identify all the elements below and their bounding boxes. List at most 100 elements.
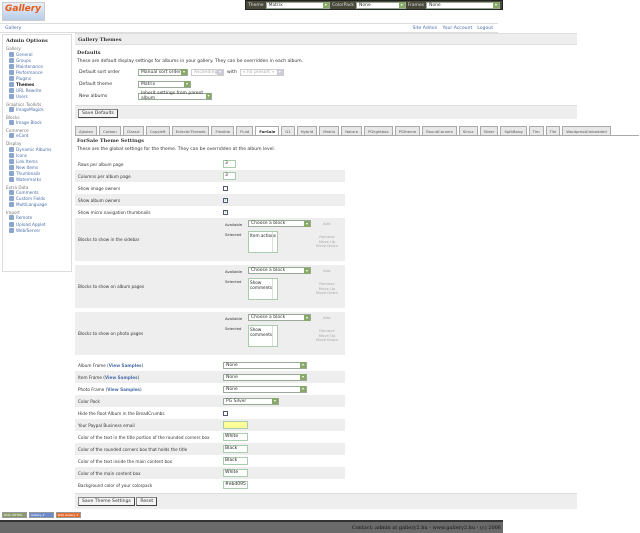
view-samples-link[interactable]: View Samples xyxy=(108,362,142,368)
content-box-color-input[interactable]: White xyxy=(223,469,248,477)
tab-g1[interactable]: G1 xyxy=(281,126,295,135)
move-down-button[interactable]: Move Down xyxy=(315,290,339,295)
scrollbar[interactable] xyxy=(272,279,277,299)
paypal-input[interactable] xyxy=(223,421,248,429)
tab-eclecticthreads[interactable]: EclecticThreads xyxy=(171,126,210,135)
choose-block-select[interactable]: Choose a block ▾ xyxy=(248,267,311,274)
image-owners-checkbox[interactable] xyxy=(223,185,228,191)
choose-block-select[interactable]: Choose a block ▾ xyxy=(248,220,311,227)
item-frame-select[interactable]: None ▾ xyxy=(223,373,307,381)
sidebar-item-icons[interactable]: Icons xyxy=(6,152,68,158)
album-frame-select[interactable]: None ▾ xyxy=(223,361,307,369)
move-down-button[interactable]: Move Down xyxy=(315,243,339,248)
theme-select[interactable]: Matrix ▾ xyxy=(265,1,330,9)
add-button[interactable]: Add xyxy=(323,268,331,273)
logout-link[interactable]: Logout xyxy=(477,25,493,31)
save-theme-settings-button[interactable]: Save Theme Settings xyxy=(78,497,135,506)
sidebar-item-link-items[interactable]: Link Items xyxy=(6,158,68,164)
tab-siriux[interactable]: Siriux xyxy=(458,126,478,135)
title-box-color-input[interactable]: Black xyxy=(223,445,248,453)
sidebar-item-users[interactable]: Users xyxy=(6,94,68,100)
sidebar-item-web-server[interactable]: Web/Server xyxy=(6,227,68,233)
sidebar-item-themes[interactable]: Themes xyxy=(6,81,68,88)
choose-block-select[interactable]: Choose a block ▾ xyxy=(248,314,311,321)
sidebar-item-imagemagick[interactable]: ImageMagick xyxy=(6,107,68,113)
tab-flexible[interactable]: Flexible xyxy=(211,126,235,135)
view-samples-link[interactable]: View Samples xyxy=(104,374,138,380)
sidebar-item-maintenance[interactable]: Maintenance xyxy=(6,63,68,69)
xhtml-badge[interactable]: W3C XHTML 1.0 xyxy=(2,512,27,521)
tab-copyleft[interactable]: Copyleft xyxy=(145,126,170,135)
tab-fluid[interactable]: Fluid xyxy=(236,126,254,135)
sort-direction-select[interactable]: Ascending ▾ xyxy=(191,68,224,76)
sidebar-item-general[interactable]: General xyxy=(6,51,68,57)
tab-hybrid[interactable]: Hybrid xyxy=(296,126,318,135)
selected-blocks-list[interactable]: Item actions xyxy=(248,231,278,253)
tab-forsale[interactable]: ForSale xyxy=(255,126,280,135)
sidebar-item-ecard[interactable]: eCard xyxy=(6,133,68,139)
sidebar-item-groups[interactable]: Groups xyxy=(6,57,68,63)
tab-splitbang[interactable]: SplitBang xyxy=(500,126,527,135)
title-text-color-input[interactable]: White xyxy=(223,433,248,441)
your-account-link[interactable]: Your Account xyxy=(442,25,473,31)
micro-nav-checkbox[interactable]: ✓ xyxy=(223,209,228,215)
hide-root-checkbox[interactable] xyxy=(223,410,228,416)
selected-blocks-list[interactable]: Show comments xyxy=(248,278,278,300)
colorpack-bg-input[interactable]: #ebd095 xyxy=(223,481,248,489)
tab-pglightbox[interactable]: PGlightbox xyxy=(364,126,393,135)
rss-badge[interactable]: RSS Gallery 2 xyxy=(56,512,81,518)
reset-button[interactable]: Reset xyxy=(136,497,158,506)
tab-pgtheme[interactable]: PGtheme xyxy=(394,126,421,135)
view-samples-link[interactable]: View Samples xyxy=(107,386,141,392)
remove-button[interactable]: Remove xyxy=(319,234,335,239)
rows-input[interactable]: 3 xyxy=(223,160,236,168)
remove-button[interactable]: Remove xyxy=(319,328,335,333)
sidebar-item-watermarks[interactable]: Watermarks xyxy=(6,177,68,183)
selected-blocks-list[interactable]: Show comments xyxy=(248,325,278,347)
sidebar-item-new-items[interactable]: New Items xyxy=(6,164,68,170)
tab-ajaxian[interactable]: Ajaxian xyxy=(75,126,98,135)
add-button[interactable]: Add xyxy=(323,315,331,320)
color-pack-select[interactable]: PG Silver ▾ xyxy=(223,397,279,405)
add-button[interactable]: Add xyxy=(323,221,331,226)
tab-carbon[interactable]: Carbon xyxy=(99,126,121,135)
sidebar-item-remote[interactable]: Remote xyxy=(6,215,68,221)
sidebar-item-thumbnails[interactable]: Thumbnails xyxy=(6,170,68,176)
move-up-button[interactable]: Move Up xyxy=(318,238,336,244)
content-text-color-input[interactable]: Black xyxy=(223,457,248,465)
sidebar-item-image-block[interactable]: Image Block xyxy=(6,120,68,126)
breadcrumb-gallery[interactable]: Gallery xyxy=(5,25,22,31)
tab-tile[interactable]: Tile xyxy=(545,126,561,135)
columns-input[interactable]: 3 xyxy=(223,172,236,180)
sidebar-item-performance[interactable]: Performance xyxy=(6,69,68,75)
photo-frame-select[interactable]: None ▾ xyxy=(223,385,307,393)
move-down-button[interactable]: Move Down xyxy=(315,337,339,342)
remove-button[interactable]: Remove xyxy=(319,281,335,286)
sidebar-item-dynamic-albums[interactable]: Dynamic Albums xyxy=(6,146,68,152)
tab-classic[interactable]: Classic xyxy=(122,126,144,135)
new-albums-select[interactable]: Inherit settings from parent album ▾ xyxy=(138,91,212,101)
sidebar-item-comments[interactable]: Comments xyxy=(6,190,68,196)
sort-order-select[interactable]: Manual sort order ▾ xyxy=(138,68,188,76)
default-theme-select[interactable]: Matrix ▾ xyxy=(138,80,191,88)
sidebar-item-url-rewrite[interactable]: URL Rewrite xyxy=(6,88,68,94)
presort-select[interactable]: « no presort » ▾ xyxy=(239,68,284,76)
move-up-button[interactable]: Move Up xyxy=(318,332,336,338)
move-up-button[interactable]: Move Up xyxy=(318,285,336,291)
tab-tim[interactable]: Tim xyxy=(528,126,544,135)
sidebar-item-multilanguage[interactable]: MultiLanguage xyxy=(6,202,68,208)
tab-matrix[interactable]: Matrix xyxy=(319,126,340,135)
tab-wordpressembedded[interactable]: WordpressEmbedded xyxy=(562,126,611,135)
scrollbar[interactable] xyxy=(272,326,277,346)
colorpack-select[interactable]: None ▾ xyxy=(356,1,406,9)
sidebar-item-upload-applet[interactable]: Upload Applet xyxy=(6,221,68,227)
scrollbar[interactable] xyxy=(272,232,277,252)
gallery-logo[interactable]: Gallery xyxy=(2,2,45,21)
frames-select[interactable]: None ▾ xyxy=(425,1,500,9)
tab-roundcorners[interactable]: RoundCorners xyxy=(422,126,457,135)
sidebar-item-custom-fields[interactable]: Custom Fields xyxy=(6,196,68,202)
tab-nature[interactable]: Nature xyxy=(341,126,363,135)
site-admin-link[interactable]: Site Admin xyxy=(412,25,438,31)
tab-slider[interactable]: Slider xyxy=(479,126,499,135)
gallery-badge[interactable]: Gallery 2 xyxy=(29,512,54,518)
